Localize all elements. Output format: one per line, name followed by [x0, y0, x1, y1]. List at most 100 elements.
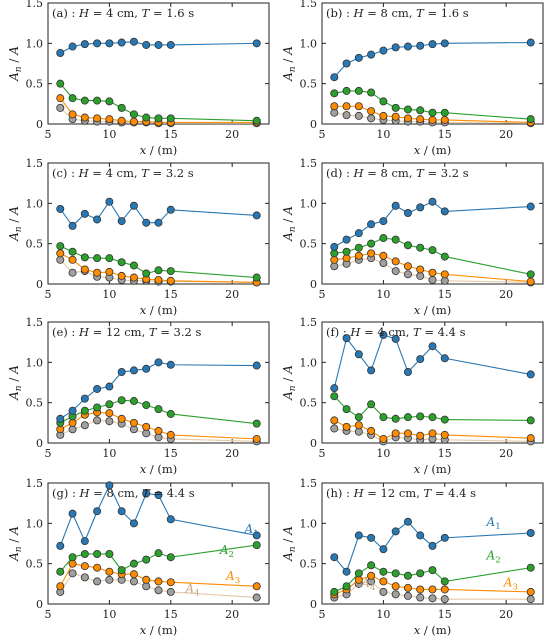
- data-point: [80, 113, 89, 122]
- data-point: [367, 50, 376, 59]
- data-point: [354, 86, 363, 95]
- data-point: [330, 242, 339, 251]
- data-point: [129, 559, 138, 568]
- data-point: [367, 571, 376, 580]
- data-point: [354, 421, 363, 430]
- data-point: [105, 567, 114, 576]
- data-point: [526, 587, 535, 596]
- data-point: [105, 197, 114, 206]
- data-point: [252, 211, 261, 220]
- data-point: [440, 577, 449, 586]
- x-tick-label: 15: [438, 288, 452, 301]
- y-tick-label: 0.5: [26, 558, 44, 571]
- data-point: [142, 575, 151, 584]
- series-a2: [330, 561, 535, 596]
- data-point: [526, 38, 535, 47]
- data-point: [80, 549, 89, 558]
- data-point: [105, 417, 114, 426]
- series-a3: [330, 249, 535, 286]
- data-point: [80, 253, 89, 262]
- series-label-a3: A3: [225, 569, 240, 586]
- data-point: [367, 366, 376, 375]
- data-point: [117, 566, 126, 575]
- panel-title: (h) : H = 12 cm, T = 4.4 s: [326, 486, 476, 500]
- series-a2: [56, 242, 261, 282]
- data-point: [142, 401, 151, 410]
- data-point: [166, 360, 175, 369]
- x-axis-label: x / (m): [414, 303, 452, 317]
- data-point: [166, 409, 175, 418]
- data-point: [391, 103, 400, 112]
- data-point: [93, 254, 102, 263]
- data-point: [56, 242, 65, 251]
- data-point: [166, 205, 175, 214]
- chart-panel: 5 10 15 20 0 0.5 1.0 1.5 x / (m) An / A (f) : H = …: [281, 316, 544, 476]
- chart-panel: 5 10 15 20 0 0.5 1.0 1.5 x / (m) An / A (c) : H = …: [7, 157, 270, 317]
- data-point: [330, 424, 339, 433]
- data-point: [416, 115, 425, 124]
- series-a1: [330, 38, 535, 82]
- data-point: [68, 255, 77, 264]
- data-point: [68, 268, 77, 277]
- data-point: [391, 527, 400, 536]
- data-point: [440, 585, 449, 594]
- data-point: [367, 533, 376, 542]
- data-point: [391, 429, 400, 438]
- data-point: [105, 97, 114, 106]
- data-point: [367, 561, 376, 570]
- x-tick-label: 15: [164, 608, 178, 621]
- data-point: [56, 249, 65, 258]
- data-point: [142, 40, 151, 49]
- data-point: [379, 251, 388, 260]
- x-tick-label: 10: [102, 447, 116, 460]
- data-point: [105, 400, 114, 409]
- data-point: [252, 541, 261, 550]
- data-point: [56, 79, 65, 88]
- y-tick-label: 1.0: [26, 517, 44, 530]
- data-point: [80, 562, 89, 571]
- data-point: [379, 567, 388, 576]
- data-point: [379, 111, 388, 120]
- series-a1: [56, 481, 261, 550]
- data-point: [154, 275, 163, 284]
- data-point: [129, 366, 138, 375]
- data-point: [391, 590, 400, 599]
- data-point: [330, 89, 339, 98]
- data-point: [440, 270, 449, 279]
- data-point: [142, 364, 151, 373]
- y-axis-label: An / A: [7, 46, 24, 82]
- data-point: [68, 406, 77, 415]
- data-point: [367, 107, 376, 116]
- data-point: [440, 533, 449, 542]
- data-point: [367, 114, 376, 123]
- data-point: [526, 277, 535, 286]
- data-point: [416, 243, 425, 252]
- data-point: [416, 585, 425, 594]
- data-point: [129, 117, 138, 126]
- svg-text:An / A: An / A: [7, 46, 24, 82]
- data-point: [342, 567, 351, 576]
- series-label-a3: A3: [503, 575, 518, 592]
- data-point: [330, 416, 339, 425]
- y-tick-label: 1.5: [26, 477, 44, 490]
- data-point: [252, 434, 261, 443]
- series-label-a1: A1: [486, 515, 501, 532]
- data-point: [93, 215, 102, 224]
- data-point: [56, 49, 65, 58]
- data-point: [403, 114, 412, 123]
- data-point: [142, 113, 151, 122]
- data-point: [105, 39, 114, 48]
- y-tick-label: 0.5: [26, 238, 44, 251]
- data-point: [342, 86, 351, 95]
- data-point: [526, 270, 535, 279]
- data-point: [367, 400, 376, 409]
- data-point: [403, 209, 412, 218]
- y-tick-label: 1.5: [300, 0, 318, 10]
- data-point: [105, 115, 114, 124]
- data-point: [80, 573, 89, 582]
- data-point: [440, 108, 449, 117]
- data-point: [142, 555, 151, 564]
- plot-frame: [321, 482, 544, 605]
- data-point: [391, 112, 400, 121]
- data-point: [403, 270, 412, 279]
